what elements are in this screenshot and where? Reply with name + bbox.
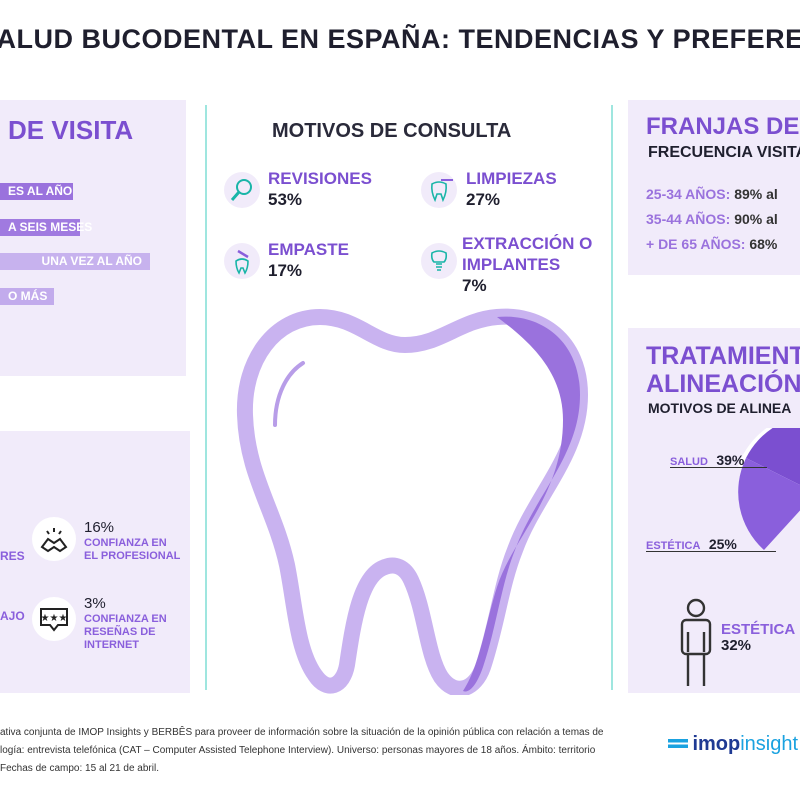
age-row-2: 35-44 AÑOS: 90% al (646, 211, 778, 227)
motivo-label-3: EMPASTE (268, 240, 349, 259)
motivo-label-4a: EXTRACCIÓN O (462, 234, 593, 253)
age-card (628, 100, 800, 275)
salud-label: SALUD 39% (670, 452, 745, 468)
motivo-value-2: 27% (466, 190, 501, 209)
trust-value-1: 16% (84, 519, 115, 536)
motivo-label-2: LIMPIEZAS (466, 169, 557, 188)
treatment-card (628, 328, 800, 693)
motivos-heading: MOTIVOS DE CONSULTA (272, 120, 512, 142)
trust-card (0, 431, 190, 693)
age-heading: FRANJAS DE (646, 113, 800, 140)
trust-label-1a: CONFIANZA EN (84, 537, 167, 549)
magnifier-icon (224, 172, 260, 208)
tooth-illustration (236, 308, 589, 695)
trust-partial-label-2: AJO (0, 609, 25, 623)
age-subheading: FRECUENCIA VISITA (648, 144, 800, 161)
brand-mark-icon (668, 738, 688, 751)
age-row-1: 25-34 AÑOS: 89% al (646, 186, 778, 202)
estetica2-value: 32% (721, 637, 752, 654)
handshake-icon (32, 517, 76, 561)
visit-frequency-card (0, 100, 186, 376)
age-row-3: + DE 65 AÑOS: 68% (646, 236, 778, 252)
motivo-value-4: 7% (462, 276, 487, 295)
visit-bar-4: O MÁS (0, 288, 54, 305)
alignment-pie-chart (738, 428, 800, 550)
person-icon (680, 598, 712, 686)
divider-right (611, 105, 613, 690)
visit-frequency-heading: DE VISITA (8, 115, 134, 145)
page-title: SALUD BUCODENTAL EN ESPAÑA: TENDENCIAS Y… (0, 24, 800, 54)
treatment-subheading: MOTIVOS DE ALINEA (648, 400, 792, 416)
trust-partial-label-1: RES (0, 549, 25, 563)
motivo-value-3: 17% (268, 261, 303, 280)
drill-icon (224, 243, 260, 279)
estetica-line (646, 551, 776, 552)
estetica-label: ESTÉTICA 25% (646, 536, 737, 552)
visit-bar-2: A SEIS MESES (0, 219, 92, 236)
footer-line-1: ativa conjunta de IMOP Insights y BERBÊS… (0, 727, 604, 738)
footer-line-3: Fechas de campo: 15 al 21 de abril. (0, 763, 159, 774)
trust-label-2c: INTERNET (84, 639, 139, 651)
implant-icon (421, 243, 457, 279)
svg-text:★★★: ★★★ (41, 613, 68, 624)
salud-line (670, 467, 767, 468)
visit-bar-3: UNA VEZ AL AÑO (0, 253, 150, 270)
motivo-label-1: REVISIONES (268, 169, 372, 188)
estetica2-label: ESTÉTICA (721, 621, 796, 638)
treatment-heading-1: TRATAMIENT (646, 342, 800, 370)
divider-left (205, 105, 207, 690)
brand-logo: imopinsight (668, 733, 798, 756)
motivo-value-1: 53% (268, 190, 303, 209)
trust-label-2a: CONFIANZA EN (84, 613, 167, 625)
trust-label-2b: RESEÑAS DE (84, 626, 156, 638)
tooth-brush-icon (421, 172, 457, 208)
trust-value-2: 3% (84, 595, 106, 612)
motivo-label-4b: IMPLANTES (462, 255, 561, 274)
review-stars-icon: ★★★ (32, 597, 76, 641)
treatment-heading-2: ALINEACIÓN (646, 370, 800, 398)
trust-label-1b: EL PROFESIONAL (84, 550, 181, 562)
footer-line-2: logía: entrevista telefónica (CAT – Comp… (0, 745, 596, 756)
visit-bar-1: ES AL AÑO (0, 183, 73, 200)
